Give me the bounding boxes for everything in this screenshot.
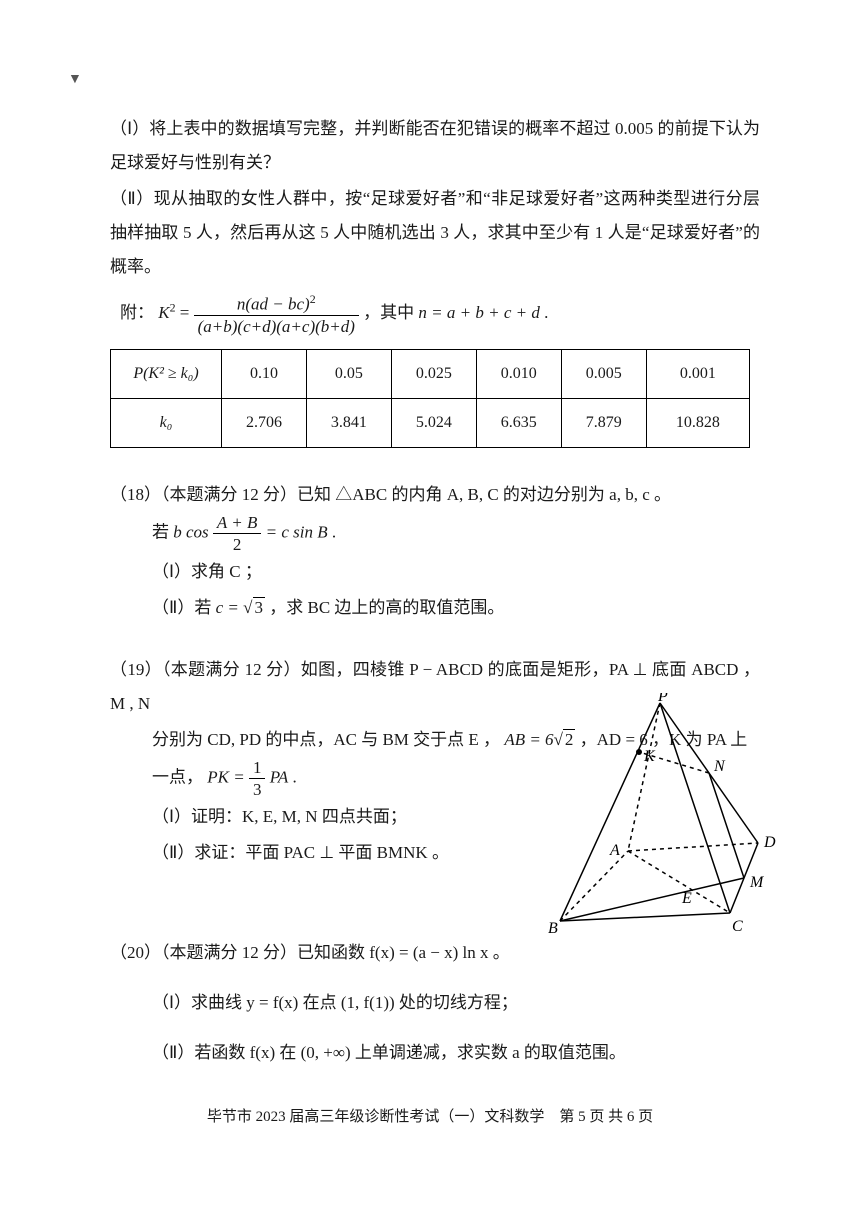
p-cell: 0.025 xyxy=(391,349,476,398)
q18-given: 若 b cos A + B 2 = c sin B . xyxy=(110,514,760,553)
k2-numerator: n(ad − bc) xyxy=(237,295,310,314)
attach-label: 附： xyxy=(120,303,154,322)
p-cell: 0.05 xyxy=(306,349,391,398)
k-cell: 7.879 xyxy=(561,398,646,447)
k2-symbol: K xyxy=(158,303,169,322)
q19-pk-lhs: PK = xyxy=(207,767,249,786)
q20-part1: （Ⅰ）求曲线 y = f(x) 在点 (1, f(1)) 处的切线方程； xyxy=(110,986,760,1020)
q18-p2-c: c = xyxy=(216,598,244,617)
table-row: k₀ 2.706 3.841 5.024 6.635 7.879 10.828 xyxy=(111,398,750,447)
k2-denominator: (a+b)(c+d)(a+c)(b+d) xyxy=(198,317,355,336)
p-cell: 0.010 xyxy=(476,349,561,398)
k-cell: 3.841 xyxy=(306,398,391,447)
label-M: M xyxy=(749,874,765,891)
q19-block: （19）（本题满分 12 分）如图，四棱锥 P − ABCD 的底面是矩形，PA… xyxy=(110,653,760,870)
label-D: D xyxy=(763,834,776,851)
q19-part2: （Ⅱ）求证：平面 PAC ⊥ 平面 BMNK 。 xyxy=(110,836,532,870)
label-N: N xyxy=(713,758,726,775)
q19-pk-rhs: PA xyxy=(270,767,289,786)
q18-p2-sqrt: 3 xyxy=(253,597,266,617)
q18-p2-rest: ，求 BC 边上的高的取值范围。 xyxy=(269,598,504,617)
q18-part2: （Ⅱ）若 c = √3 ，求 BC 边上的高的取值范围。 xyxy=(110,591,760,625)
q18-p2-pre: （Ⅱ）若 xyxy=(152,598,216,617)
chi-square-table: P(K² ≥ k₀) 0.10 0.05 0.025 0.010 0.005 0… xyxy=(110,349,750,448)
label-A: A xyxy=(609,842,620,859)
q18-num: A + B xyxy=(213,514,261,534)
row1-head: P(K² ≥ k₀) xyxy=(111,349,222,398)
k-cell: 10.828 xyxy=(646,398,749,447)
q18-given-pre: 若 xyxy=(152,522,173,541)
q18-lhs: b cos xyxy=(173,522,208,541)
q19-pk-num: 1 xyxy=(249,759,266,779)
label-P: P xyxy=(657,693,668,705)
page-content: （Ⅰ）将上表中的数据填写完整，并判断能否在犯错误的概率不超过 0.005 的前提… xyxy=(0,0,860,1112)
p-cell: 0.10 xyxy=(222,349,307,398)
q18-head: （18）（本题满分 12 分）已知 △ABC 的内角 A, B, C 的对边分别… xyxy=(110,478,760,512)
k-cell: 2.706 xyxy=(222,398,307,447)
where-label: ，其中 xyxy=(363,303,418,322)
q19-pk-pre: 一点， xyxy=(152,767,203,786)
label-C: C xyxy=(732,918,743,935)
k-cell: 5.024 xyxy=(391,398,476,447)
table-row: P(K² ≥ k₀) 0.10 0.05 0.025 0.010 0.005 0… xyxy=(111,349,750,398)
q17-part1: （Ⅰ）将上表中的数据填写完整，并判断能否在犯错误的概率不超过 0.005 的前提… xyxy=(110,112,760,180)
q19-head-b1: 分别为 CD, PD 的中点，AC 与 BM 交于点 E ， xyxy=(152,730,500,749)
q17-part2: （Ⅱ）现从抽取的女性人群中，按“足球爱好者”和“非足球爱好者”这两种类型进行分层… xyxy=(110,182,760,284)
k-cell: 6.635 xyxy=(476,398,561,447)
margin-mark: ▼ xyxy=(68,72,82,88)
k2-fraction: n(ad − bc)2 (a+b)(c+d)(a+c)(b+d) xyxy=(194,294,359,335)
q18-den: 2 xyxy=(213,534,261,553)
where-eq: n = a + b + c + d xyxy=(418,303,539,322)
q17-formula: 附： K2 = n(ad − bc)2 (a+b)(c+d)(a+c)(b+d)… xyxy=(120,294,760,335)
row2-head: k₀ xyxy=(111,398,222,447)
pyramid-diagram: P A B C D M N K E xyxy=(540,693,790,943)
page-footer: 毕节市 2023 届高三年级诊断性考试（一）文科数学 第 5 页 共 6 页 xyxy=(0,1105,860,1126)
q19-pk: 一点， PK = 1 3 PA . xyxy=(110,759,532,798)
q20-part2: （Ⅱ）若函数 f(x) 在 (0, +∞) 上单调递减，求实数 a 的取值范围。 xyxy=(110,1036,760,1070)
label-B: B xyxy=(548,920,558,937)
p-cell: 0.001 xyxy=(646,349,749,398)
p-cell: 0.005 xyxy=(561,349,646,398)
q18-rhs: = c sin B xyxy=(266,522,328,541)
q19-part1: （Ⅰ）证明：K, E, M, N 四点共面； xyxy=(110,800,532,834)
q18-frac: A + B 2 xyxy=(213,514,261,553)
q19-pk-frac: 1 3 xyxy=(249,759,266,798)
label-E: E xyxy=(681,890,692,907)
q18-part1: （Ⅰ）求角 C ； xyxy=(110,555,760,589)
label-K: K xyxy=(643,748,656,765)
q19-pk-den: 3 xyxy=(249,779,266,798)
